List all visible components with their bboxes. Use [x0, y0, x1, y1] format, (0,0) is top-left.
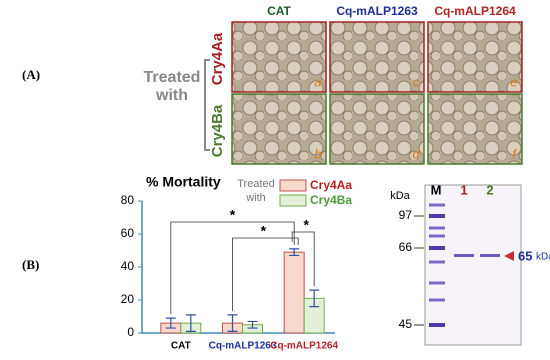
panel-letter: b: [314, 146, 321, 161]
significance-marker: *: [230, 207, 236, 223]
marker-band: [429, 203, 445, 207]
x-tick-label: CAT: [171, 341, 191, 352]
legend-title: Treated: [237, 178, 275, 190]
significance-marker: *: [261, 223, 267, 239]
error-bar: [309, 289, 320, 308]
error-bar: [227, 314, 238, 332]
y-tick-label: 60: [121, 226, 135, 240]
marker-label: 66: [399, 240, 413, 254]
significance-marker: *: [303, 217, 309, 233]
column-header: CAT: [267, 4, 291, 18]
panel-label: (A): [22, 67, 40, 82]
error-bar: [165, 317, 176, 329]
significance-line: [291, 231, 315, 287]
bar: [283, 251, 305, 334]
legend-label: Cry4Ba: [310, 193, 352, 207]
panel-letter: d: [412, 146, 420, 161]
gel-unit: kDa: [390, 190, 410, 202]
y-tick-label: 20: [121, 292, 135, 306]
significance-line: [232, 237, 299, 311]
marker-band: [429, 234, 445, 238]
marker-label: 45: [399, 317, 413, 331]
y-tick-label: 0: [127, 325, 134, 339]
x-tick-label: Cq-mALP1264: [270, 341, 338, 352]
panel-letter: e: [510, 74, 517, 89]
panel-letter: a: [314, 74, 321, 89]
micrograph: [231, 93, 327, 165]
marker-band: [429, 226, 445, 230]
y-tick-label: 40: [121, 259, 135, 273]
marker-band: [429, 260, 445, 264]
lane-label: M: [431, 182, 442, 197]
column-header: Cq-mALP1264: [434, 4, 516, 18]
legend-swatch: [279, 179, 307, 192]
significance-line: [170, 221, 295, 315]
marker-label: 97: [399, 208, 413, 222]
row-label: Cry4Ba: [209, 104, 226, 157]
marker-band: [429, 323, 445, 327]
column-header: Cq-mALP1263: [336, 4, 418, 18]
micrograph: [231, 21, 327, 93]
gel: [424, 184, 522, 346]
micrograph: [329, 21, 425, 93]
bracket: [204, 59, 210, 151]
lane-label: 1: [460, 182, 467, 197]
micrograph: [427, 21, 523, 93]
y-tick-label: 80: [121, 193, 135, 207]
lane-label: 2: [486, 182, 493, 197]
micrograph: [329, 93, 425, 165]
protein-band: [454, 254, 474, 257]
marker-band: [429, 214, 445, 218]
band-unit: kDa: [536, 252, 550, 263]
panel-letter: f: [512, 146, 517, 161]
error-bar: [185, 314, 196, 332]
band-arrow: [504, 251, 514, 261]
x-tick-label: Cq-mALP1263: [209, 341, 277, 352]
panel-label: (B): [22, 257, 39, 272]
legend-swatch: [279, 194, 307, 207]
marker-band: [429, 246, 445, 250]
legend-title: with: [245, 192, 266, 204]
legend-label: Cry4Aa: [310, 178, 352, 192]
micrograph: [427, 93, 523, 165]
protein-band: [480, 254, 500, 257]
treated-label: with: [155, 87, 188, 104]
treated-label: Treated: [144, 69, 201, 86]
error-bar: [247, 320, 258, 329]
panel-letter: c: [413, 74, 420, 89]
row-label: Cry4Aa: [209, 32, 226, 85]
error-bar: [289, 248, 300, 257]
band-label: 65: [518, 248, 532, 263]
marker-band: [429, 298, 445, 302]
marker-band: [429, 281, 445, 285]
chart-title: % Mortality: [146, 174, 221, 190]
